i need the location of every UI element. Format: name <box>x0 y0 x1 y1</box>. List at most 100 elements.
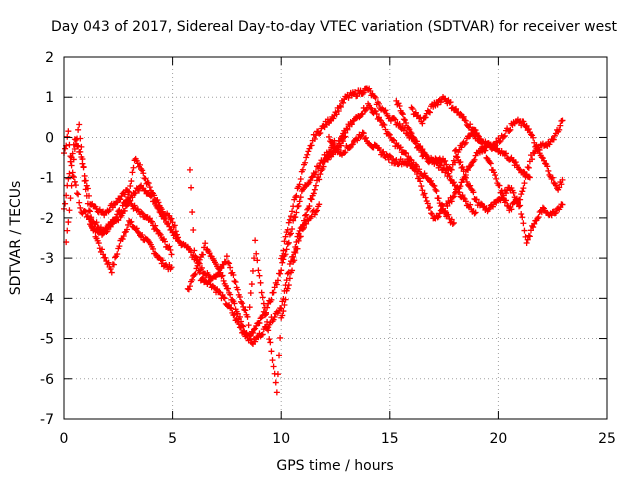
point-marker <box>277 334 284 341</box>
point-marker <box>123 226 130 233</box>
point-marker <box>115 217 122 224</box>
point-marker <box>100 251 107 258</box>
point-marker <box>360 89 367 96</box>
series-track-13 <box>451 146 566 247</box>
point-marker <box>245 337 252 344</box>
point-marker <box>461 141 468 148</box>
point-marker <box>299 166 306 173</box>
point-marker <box>379 149 386 156</box>
point-marker <box>447 166 454 173</box>
point-marker <box>444 202 451 209</box>
point-marker <box>65 175 72 182</box>
point-marker <box>442 207 449 214</box>
point-marker <box>194 257 201 264</box>
y-tick-label: -4 <box>40 291 54 307</box>
point-marker <box>69 150 76 157</box>
point-marker <box>286 275 293 282</box>
point-marker <box>406 126 413 133</box>
point-marker <box>380 121 387 128</box>
point-marker <box>472 209 479 216</box>
series-track-4 <box>87 182 182 244</box>
point-marker <box>536 147 543 154</box>
point-marker <box>155 205 162 212</box>
series-track-10 <box>325 129 533 222</box>
point-marker <box>557 122 564 129</box>
point-marker <box>472 127 479 134</box>
point-marker <box>62 145 69 152</box>
point-marker <box>121 207 128 214</box>
point-marker <box>524 236 531 243</box>
point-marker <box>85 192 92 199</box>
point-marker <box>81 207 88 214</box>
axis-ticks <box>63 56 608 420</box>
point-marker <box>66 170 73 177</box>
point-marker <box>126 189 133 196</box>
point-marker <box>230 272 237 279</box>
point-marker <box>464 167 471 174</box>
point-marker <box>332 145 339 152</box>
point-marker <box>192 270 199 277</box>
point-marker <box>265 327 272 334</box>
point-marker <box>535 214 542 221</box>
point-marker <box>473 196 480 203</box>
point-marker <box>493 175 500 182</box>
point-marker <box>395 100 402 107</box>
point-marker <box>519 214 526 221</box>
point-marker <box>308 174 315 181</box>
point-marker <box>556 184 563 191</box>
point-marker <box>510 189 517 196</box>
point-marker <box>251 255 258 262</box>
y-tick-label: -3 <box>40 251 54 267</box>
point-marker <box>392 116 399 123</box>
point-marker <box>286 260 293 267</box>
point-marker <box>506 128 513 135</box>
point-marker <box>290 217 297 224</box>
point-marker <box>359 90 366 97</box>
point-marker <box>476 138 483 145</box>
point-marker <box>153 226 160 233</box>
point-marker <box>274 371 281 378</box>
point-marker <box>75 126 82 133</box>
point-marker <box>118 208 125 215</box>
point-marker <box>360 130 367 137</box>
point-marker <box>146 215 153 222</box>
point-marker <box>252 338 259 345</box>
point-marker <box>316 201 323 208</box>
x-tick-label: 10 <box>272 431 290 447</box>
point-marker <box>192 254 199 261</box>
point-marker <box>419 146 426 153</box>
point-marker <box>507 126 514 133</box>
point-marker <box>432 186 439 193</box>
point-marker <box>125 188 132 195</box>
point-marker <box>317 129 324 136</box>
point-marker <box>156 254 163 261</box>
point-marker <box>284 285 291 292</box>
point-marker <box>530 224 537 231</box>
point-marker <box>231 278 238 285</box>
point-marker <box>291 249 298 256</box>
point-marker <box>390 155 397 162</box>
point-marker <box>399 111 406 118</box>
point-marker <box>418 183 425 190</box>
point-marker <box>281 301 288 308</box>
point-marker <box>556 126 563 133</box>
point-marker <box>423 153 430 160</box>
point-marker <box>286 231 293 238</box>
point-marker <box>282 233 289 240</box>
point-marker <box>467 163 474 170</box>
point-marker <box>119 236 126 243</box>
point-marker <box>428 210 435 217</box>
point-marker <box>425 204 432 211</box>
point-marker <box>349 141 356 148</box>
point-marker <box>333 111 340 118</box>
point-marker <box>312 132 319 139</box>
point-marker <box>317 171 324 178</box>
point-marker <box>422 194 429 201</box>
point-marker <box>264 318 271 325</box>
point-marker <box>223 253 230 260</box>
x-tick-label: 5 <box>168 431 177 447</box>
point-marker <box>62 200 69 207</box>
point-marker <box>308 213 315 220</box>
x-tick-label: 25 <box>598 431 616 447</box>
point-marker <box>299 221 306 228</box>
